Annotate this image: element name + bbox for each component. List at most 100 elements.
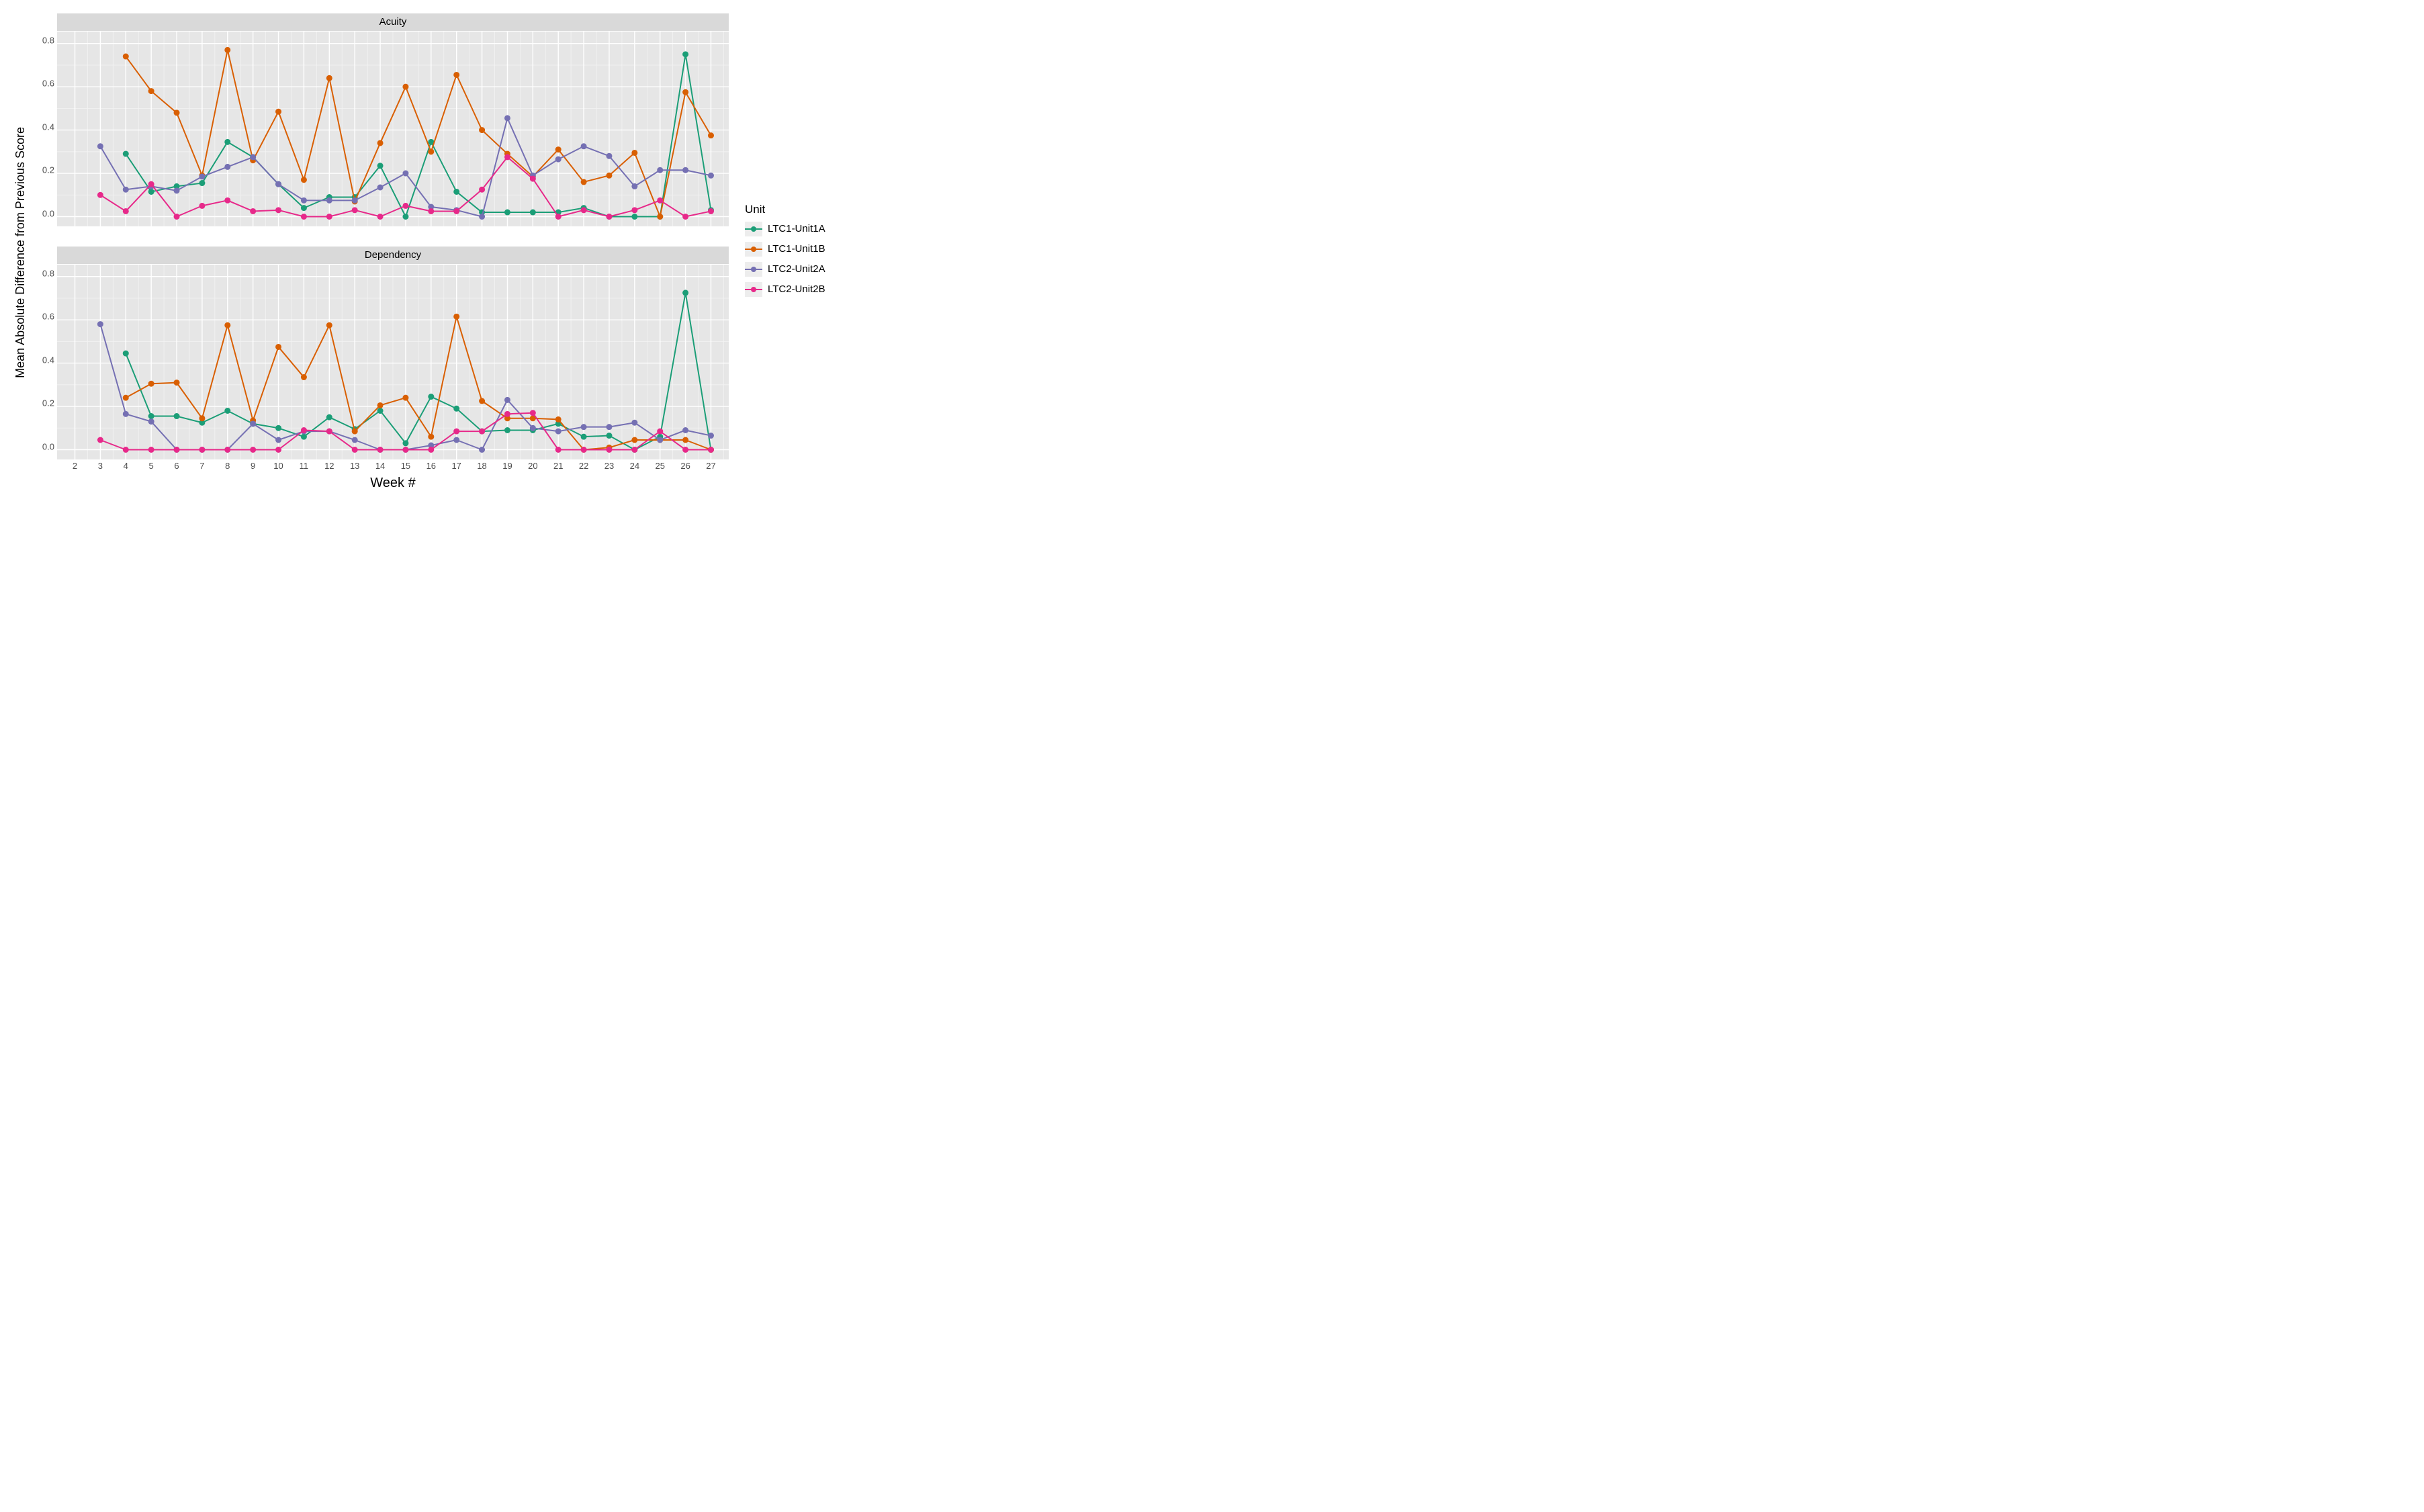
data-point — [504, 411, 510, 417]
data-point — [479, 214, 485, 220]
data-point — [174, 109, 180, 116]
data-point — [631, 420, 637, 426]
legend-key — [745, 222, 762, 236]
data-point — [555, 429, 562, 435]
x-tick: 21 — [553, 461, 563, 471]
data-point — [530, 410, 536, 416]
panel: 0.00.20.40.60.8Dependency — [32, 247, 729, 459]
data-point — [275, 437, 281, 443]
data-point — [123, 208, 129, 214]
legend-key — [745, 242, 762, 257]
data-point — [657, 437, 663, 443]
data-point — [352, 207, 358, 213]
x-tick: 19 — [502, 461, 512, 471]
data-point — [708, 208, 714, 214]
data-point — [301, 205, 307, 211]
x-tick: 4 — [124, 461, 128, 471]
data-point — [479, 447, 485, 453]
x-tick: 26 — [680, 461, 690, 471]
x-tick: 27 — [706, 461, 715, 471]
data-point — [682, 51, 688, 57]
data-point — [224, 408, 230, 414]
data-point — [428, 208, 434, 214]
data-point — [148, 181, 154, 187]
x-tick: 2 — [73, 461, 77, 471]
data-point — [631, 214, 637, 220]
data-point — [148, 418, 154, 425]
data-point — [402, 395, 408, 401]
data-point — [123, 54, 129, 60]
panels-column: 0.00.20.40.60.8 Acuity 0.00.20.40.60.8Depe… — [32, 13, 729, 491]
data-point — [453, 208, 459, 214]
y-tick: 0.2 — [42, 165, 54, 175]
data-point — [479, 398, 485, 404]
y-tick-labels: 0.00.20.40.60.8 — [32, 247, 57, 456]
data-point — [326, 75, 332, 81]
y-tick: 0.6 — [42, 79, 54, 89]
x-tick: 24 — [630, 461, 639, 471]
data-point — [581, 143, 587, 149]
legend-item: LTC2-Unit2A — [745, 262, 825, 277]
data-point — [631, 150, 637, 156]
data-point — [301, 374, 307, 380]
y-tick: 0.8 — [42, 35, 54, 45]
data-point — [326, 429, 332, 435]
x-tick: 25 — [655, 461, 664, 471]
figure: Mean Absolute Difference from Previous S… — [13, 13, 2411, 491]
data-point — [275, 207, 281, 213]
data-point — [377, 447, 384, 453]
data-point — [631, 207, 637, 213]
y-tick: 0.4 — [42, 355, 54, 365]
data-point — [453, 437, 459, 443]
data-point — [631, 183, 637, 189]
data-point — [199, 173, 205, 179]
x-tick: 16 — [427, 461, 436, 471]
data-point — [377, 185, 384, 191]
y-axis-label: Mean Absolute Difference from Previous S… — [13, 127, 28, 378]
data-point — [123, 395, 129, 401]
data-point — [174, 214, 180, 220]
data-point — [97, 437, 103, 443]
data-point — [555, 214, 562, 220]
data-point — [377, 214, 384, 220]
data-point — [504, 154, 510, 160]
data-point — [555, 157, 562, 163]
data-point — [479, 429, 485, 435]
data-point — [581, 424, 587, 430]
data-point — [708, 447, 714, 453]
x-tick: 13 — [350, 461, 359, 471]
data-point — [377, 408, 384, 414]
x-tick: 23 — [604, 461, 614, 471]
data-point — [530, 210, 536, 216]
x-tick: 20 — [528, 461, 537, 471]
data-point — [199, 203, 205, 209]
data-point — [250, 447, 256, 453]
data-point — [504, 397, 510, 403]
data-point — [428, 434, 434, 440]
data-point — [224, 47, 230, 53]
data-point — [708, 173, 714, 179]
x-tick: 10 — [273, 461, 283, 471]
data-point — [606, 153, 612, 159]
x-tick: 14 — [375, 461, 385, 471]
data-point — [453, 314, 459, 320]
data-point — [123, 447, 129, 453]
legend-label: LTC1-Unit1B — [768, 243, 825, 255]
data-point — [148, 413, 154, 419]
x-tick: 3 — [98, 461, 103, 471]
x-tick: 7 — [199, 461, 204, 471]
x-tick: 22 — [579, 461, 588, 471]
data-point — [479, 127, 485, 133]
data-point — [530, 425, 536, 431]
data-point — [174, 380, 180, 386]
data-point — [97, 321, 103, 327]
data-point — [250, 420, 256, 427]
data-point — [581, 447, 587, 453]
panel-title: Acuity — [57, 13, 729, 32]
data-point — [123, 351, 129, 357]
data-point — [453, 429, 459, 435]
data-point — [657, 197, 663, 204]
data-point — [301, 214, 307, 220]
x-tick-labels: 2345678910111213141516171819202122232425… — [57, 459, 729, 474]
data-point — [708, 433, 714, 439]
